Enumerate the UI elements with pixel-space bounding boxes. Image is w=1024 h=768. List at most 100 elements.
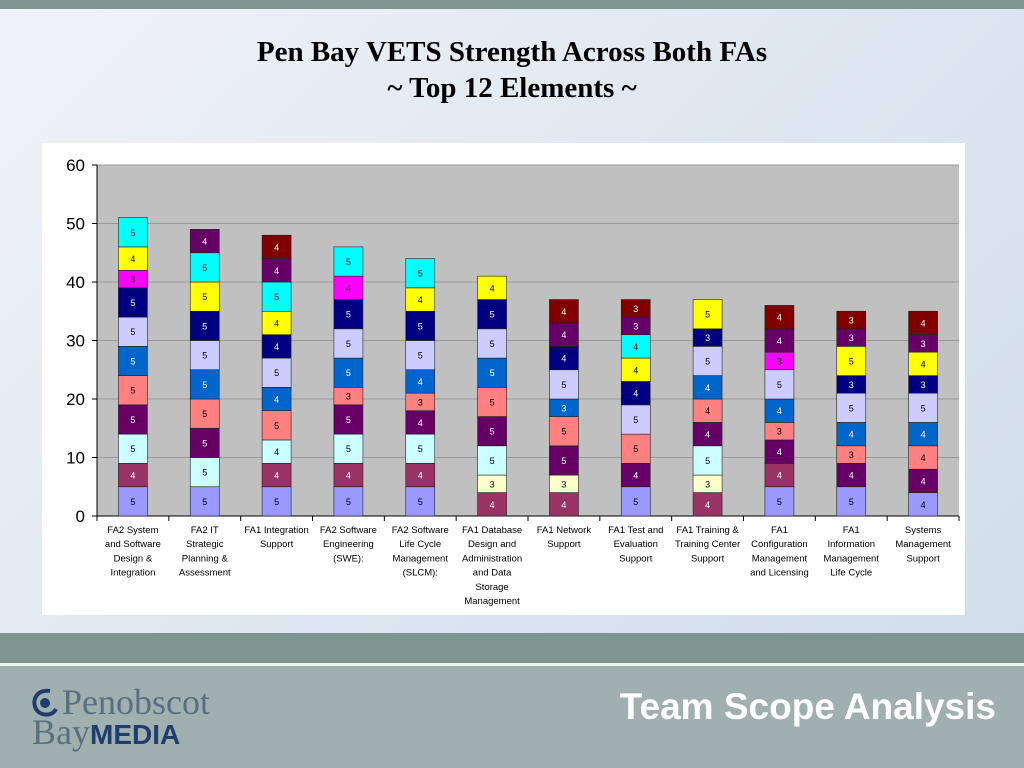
bar-10-segment-9-label: 4 [777, 313, 782, 323]
bar-6-segment-5 [477, 387, 507, 417]
category-label-line: Design and [468, 539, 516, 550]
category-label-4: FA2 Software Engineering (SWE): [320, 525, 377, 564]
category-label-9: FA1 Training & Training Center Support [675, 525, 740, 564]
bar-7-segment-8-label: 4 [561, 330, 566, 340]
category-label-line: Support [547, 539, 581, 550]
footer-title: Team Scope Analysis [619, 686, 996, 727]
bar-5-segment-5-label: 3 [418, 397, 423, 407]
bar-3-segment-11 [261, 234, 292, 259]
category-label-line: Engineering [323, 539, 374, 550]
category-label-line: FA1 Integration [244, 525, 308, 536]
bar-12-segment-6-label: 3 [921, 380, 926, 390]
bar-12-segment-3-label: 4 [921, 453, 926, 463]
category-label-12: Systems Management Support [895, 525, 951, 564]
bar-9-segment-9-label: 5 [705, 310, 710, 320]
category-label-line: (SLCM): [403, 568, 438, 579]
bar-8-segment-9-label: 3 [633, 304, 638, 314]
bar-1-segment-10-label: 4 [130, 254, 135, 264]
bar-4-segment-1-label: 5 [346, 497, 351, 507]
category-label-line: Support [260, 539, 294, 550]
bar-5-segment-9-label: 4 [418, 295, 423, 305]
bar-1-segment-9-label: 3 [130, 275, 135, 285]
bar-10-segment-6 [764, 369, 795, 400]
category-label-line: (SWE): [333, 553, 364, 564]
category-label-line: Training Center [675, 539, 740, 550]
bar-7-segment-5-label: 3 [561, 403, 566, 413]
bar-1-segment-11 [118, 217, 148, 248]
bar-2-segment-1 [189, 486, 220, 517]
bar-11-segment-5 [836, 392, 867, 423]
bar-3-segment-6-label: 5 [274, 368, 279, 378]
bar-8-segment-7-label: 4 [633, 342, 638, 352]
bar-12-segment-5 [908, 392, 938, 423]
logo-media: MEDIA [90, 719, 181, 750]
bar-8-segment-9 [620, 299, 651, 318]
bar-11-segment-4-label: 4 [849, 430, 854, 440]
logo-line2: BayMEDIA [32, 713, 180, 754]
bar-6-segment-7-label: 5 [490, 339, 495, 349]
bar-10-segment-8-label: 4 [777, 336, 782, 346]
bar-1-segment-5-label: 5 [130, 386, 135, 396]
bar-8-segment-3 [620, 433, 651, 464]
bar-7-segment-4-label: 5 [561, 427, 566, 437]
bar-6-segment-2-label: 3 [490, 479, 495, 489]
y-tick-label: 50 [66, 215, 85, 234]
bar-2-segment-6 [189, 340, 220, 371]
bar-11-segment-5-label: 5 [849, 403, 854, 413]
bar-1-segment-11-label: 5 [130, 228, 135, 238]
bar-6-segment-4 [477, 416, 507, 447]
logo-bay: Bay [32, 712, 90, 752]
bar-4-segment-2-label: 4 [346, 471, 351, 481]
bar-9-segment-8-label: 3 [705, 333, 710, 343]
category-label-6: FA1 Database Design and Administration and … [462, 525, 522, 607]
bar-11-segment-7-label: 5 [849, 356, 854, 366]
bar-11-segment-9 [836, 310, 867, 330]
bar-12-segment-4-label: 4 [921, 430, 926, 440]
bar-1-segment-3-label: 5 [130, 444, 135, 454]
category-label-line: Assessment [179, 568, 231, 579]
y-tick-label: 20 [66, 390, 85, 409]
bar-9-segment-7 [692, 346, 723, 376]
logo-swirl-icon [32, 688, 58, 717]
bar-1-segment-8-label: 5 [130, 298, 135, 308]
bar-2-segment-2 [189, 457, 220, 488]
bar-12-segment-5-label: 5 [921, 403, 926, 413]
bar-9-segment-5-label: 4 [705, 406, 710, 416]
bar-9-segment-1-label: 4 [705, 500, 710, 510]
bar-7-segment-1-label: 4 [561, 500, 566, 510]
bar-2-segment-5-label: 5 [202, 380, 207, 390]
bar-11-segment-2-label: 4 [849, 471, 854, 481]
bar-6-segment-3 [477, 445, 507, 476]
slide-title: Pen Bay VETS Strength Across Both FAs ~ … [0, 34, 1024, 106]
bar-11-segment-7 [836, 346, 867, 376]
bar-8-segment-1 [620, 486, 651, 517]
bar-2-segment-8-label: 5 [202, 292, 207, 302]
bar-2-segment-6-label: 5 [202, 351, 207, 361]
bar-1-segment-7-label: 5 [130, 327, 135, 337]
chart-container: 0 10 20 30 40 50 60 5 4 5 5 5 5 5 5 3 4 5 FA2 System and So… [42, 143, 965, 615]
bar-11-segment-8-label: 3 [849, 333, 854, 343]
category-label-line: FA2 Software [320, 525, 377, 536]
bar-3-segment-2-label: 4 [274, 471, 279, 481]
bar-2-segment-9-label: 5 [202, 263, 207, 273]
bar-4-segment-10-label: 5 [346, 257, 351, 267]
bar-10-segment-1 [764, 486, 795, 517]
bar-10-segment-4-label: 3 [777, 427, 782, 437]
category-label-3: FA1 Integration Support [244, 525, 308, 550]
category-label-line: FA1 Test and [608, 525, 663, 536]
bar-5-segment-4-label: 4 [418, 418, 423, 428]
bar-7-segment-9 [549, 299, 579, 324]
bar-4-segment-7 [333, 328, 364, 359]
category-label-line: FA1 Network [537, 525, 592, 536]
bar-9-segment-9 [692, 299, 723, 330]
bar-4-segment-5-label: 3 [346, 392, 351, 402]
logo-line1: Penobscot [62, 682, 210, 722]
bar-2-segment-10 [189, 229, 220, 254]
bar-5-segment-3-label: 5 [418, 444, 423, 454]
bar-4-segment-8-label: 5 [346, 310, 351, 320]
bar-6-segment-4-label: 5 [490, 427, 495, 437]
bar-2-segment-7-label: 5 [202, 321, 207, 331]
bar-12-segment-2-label: 4 [921, 476, 926, 486]
bar-8-segment-5-label: 4 [633, 389, 638, 399]
bar-4-segment-10 [333, 246, 364, 277]
